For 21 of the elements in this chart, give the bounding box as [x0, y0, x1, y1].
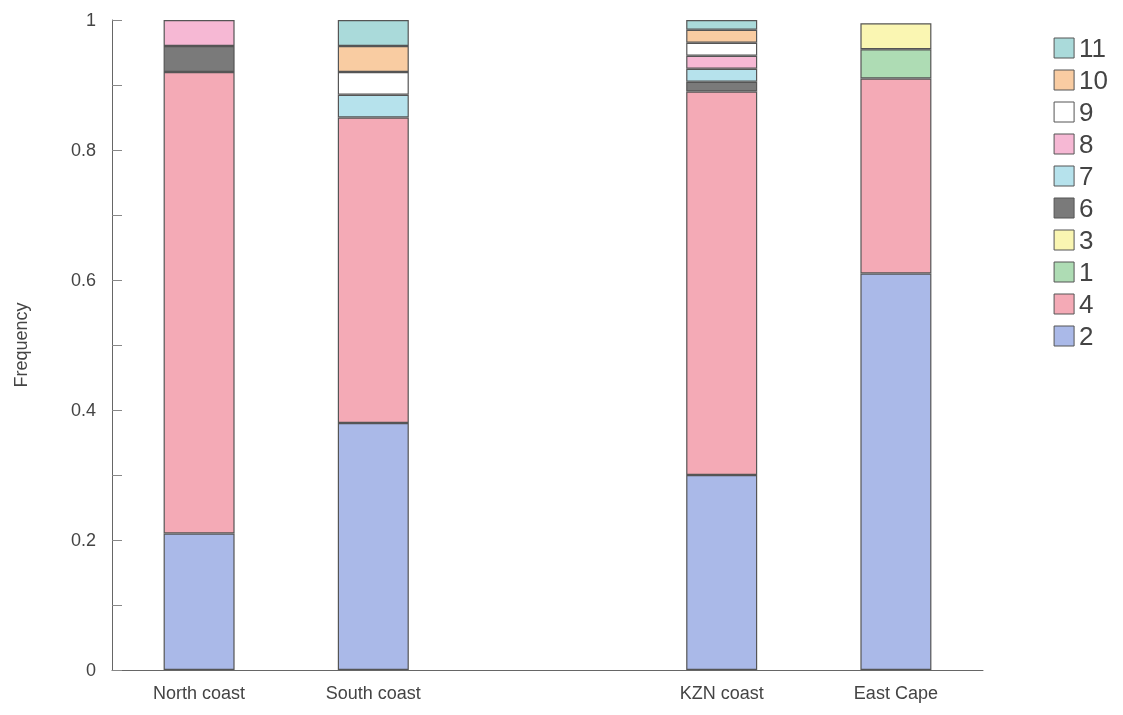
legend-label: 1: [1079, 257, 1094, 287]
y-tick-label: 0.8: [70, 140, 96, 160]
legend-label: 9: [1079, 97, 1094, 127]
legend-label: 3: [1079, 225, 1094, 255]
legend-label: 4: [1079, 289, 1094, 319]
x-tick-label: South coast: [325, 683, 421, 703]
legend-label: 2: [1079, 321, 1094, 351]
y-tick-label: 0: [85, 660, 96, 680]
x-tick-label: East Cape: [853, 683, 938, 703]
y-tick-label: 0.6: [70, 270, 96, 290]
legend-label: 7: [1079, 161, 1094, 191]
y-axis-title: Frequency: [11, 302, 31, 388]
legend-label: 11: [1079, 33, 1107, 63]
legend-label: 10: [1079, 65, 1108, 95]
x-tick-label: KZN coast: [679, 683, 764, 703]
legend-label: 8: [1079, 129, 1094, 159]
legend-label: 6: [1079, 193, 1094, 223]
y-tick-label: 1: [85, 10, 96, 30]
y-tick-label: 0.2: [70, 530, 96, 550]
y-tick-label: 0.4: [70, 400, 96, 420]
x-tick-label: North coast: [153, 683, 246, 703]
